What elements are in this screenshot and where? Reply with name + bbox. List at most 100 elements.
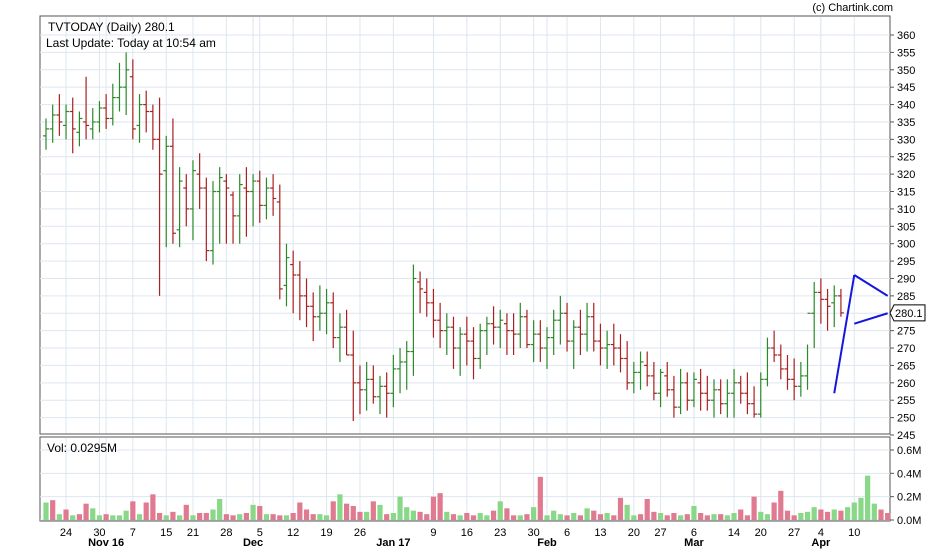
volume-bar	[136, 514, 143, 520]
ohlc-bar	[43, 118, 49, 150]
x-tick-label: 6	[691, 527, 697, 539]
ohlc-bar	[356, 365, 363, 415]
volume-bar	[824, 511, 831, 520]
volume-bar	[517, 515, 523, 520]
ohlc-bar	[96, 101, 103, 133]
ohlc-bar	[243, 167, 250, 237]
current-price-label: 280.1	[895, 308, 923, 320]
price-bars	[43, 52, 844, 422]
volume-bar	[170, 511, 176, 520]
volume-bar	[163, 515, 169, 520]
volume-bar	[444, 511, 450, 520]
volume-bar	[644, 499, 650, 520]
ohlc-bar	[437, 302, 444, 349]
volume-bar	[323, 515, 330, 520]
volume-bar	[611, 515, 617, 520]
volume-bar	[551, 510, 557, 520]
volume-bar	[464, 513, 470, 520]
ohlc-bar	[597, 323, 604, 366]
ohlc-bar	[390, 355, 397, 408]
x-tick-label: Apr	[811, 537, 831, 549]
price-tick-label: 355	[897, 47, 915, 59]
ohlc-bar	[417, 271, 424, 314]
ohlc-bar	[143, 90, 150, 133]
x-tick-label: 4	[818, 527, 824, 539]
volume-bar	[484, 515, 490, 520]
volume-bar	[337, 494, 343, 520]
ohlc-bar	[443, 313, 450, 355]
volume-bar	[397, 496, 403, 520]
volume-bar	[597, 514, 604, 520]
volume-bar	[631, 515, 637, 520]
ohlc-bar	[477, 323, 484, 369]
volume-bar	[577, 515, 583, 520]
volume-bar	[504, 508, 510, 520]
volume-bar	[404, 507, 410, 520]
volume-bar	[377, 504, 383, 520]
ohlc-bar	[156, 97, 163, 296]
volume-bar	[130, 501, 136, 520]
ohlc-bar	[604, 330, 611, 369]
ohlc-bar	[163, 135, 170, 248]
ohlc-bar	[637, 351, 644, 390]
ohlc-bar	[584, 302, 591, 352]
volume-bar	[437, 493, 443, 520]
x-tick-label: 15	[160, 527, 172, 539]
volume-bar	[564, 515, 570, 520]
ohlc-bar	[430, 288, 437, 338]
volume-bar	[831, 509, 837, 520]
volume-bar	[871, 503, 877, 520]
volume-bar	[704, 515, 710, 520]
volume-bar	[83, 503, 89, 520]
price-tick-label: 250	[897, 413, 915, 425]
volume-bar	[230, 515, 236, 520]
volume-bar	[718, 514, 724, 520]
volume-bar	[511, 515, 517, 520]
ohlc-bar	[183, 174, 190, 227]
ohlc-bar	[517, 302, 524, 349]
price-tick-label: 295	[897, 256, 915, 268]
volume-bar	[838, 510, 844, 520]
price-tick-label: 305	[897, 221, 915, 233]
ohlc-bar	[129, 59, 136, 140]
volume-bars	[43, 475, 891, 520]
ohlc-bar	[684, 372, 691, 411]
volume-tick-label: 0.4M	[897, 468, 921, 480]
volume-bar	[430, 496, 437, 520]
volume-bar	[738, 509, 744, 520]
ohlc-bar	[470, 327, 477, 380]
volume-bar	[584, 508, 590, 520]
x-tick-label: Mar	[684, 537, 704, 549]
volume-bar	[878, 509, 884, 520]
volume-bar	[357, 511, 363, 520]
ohlc-bar	[690, 372, 697, 408]
volume-bar	[698, 513, 704, 520]
ohlc-bar	[837, 288, 844, 317]
volume-bar	[664, 515, 670, 520]
volume-bar	[250, 504, 256, 520]
x-tick-label: 10	[848, 527, 860, 539]
volume-bar	[290, 513, 296, 520]
volume-bar	[96, 515, 103, 520]
volume-bar	[344, 503, 350, 520]
volume-bar	[257, 506, 263, 520]
volume-bar	[364, 511, 370, 520]
ohlc-bar	[310, 292, 317, 342]
volume-tick-label: 0.0M	[897, 515, 921, 527]
volume-bar	[784, 510, 791, 520]
ohlc-bar	[751, 386, 758, 418]
volume-bar	[277, 515, 283, 520]
volume-bar	[557, 514, 563, 520]
trendline	[853, 274, 889, 297]
volume-bar	[303, 509, 310, 520]
volume-bar	[470, 515, 477, 520]
volume-bar	[778, 490, 784, 520]
volume-bar	[103, 514, 109, 520]
volume-bar	[63, 509, 69, 520]
ohlc-bar	[276, 184, 283, 300]
ohlc-bar	[83, 76, 90, 140]
chart-title: TVTODAY (Daily) 280.1	[48, 20, 175, 34]
ohlc-bar	[824, 288, 831, 331]
ohlc-bar	[290, 250, 297, 314]
